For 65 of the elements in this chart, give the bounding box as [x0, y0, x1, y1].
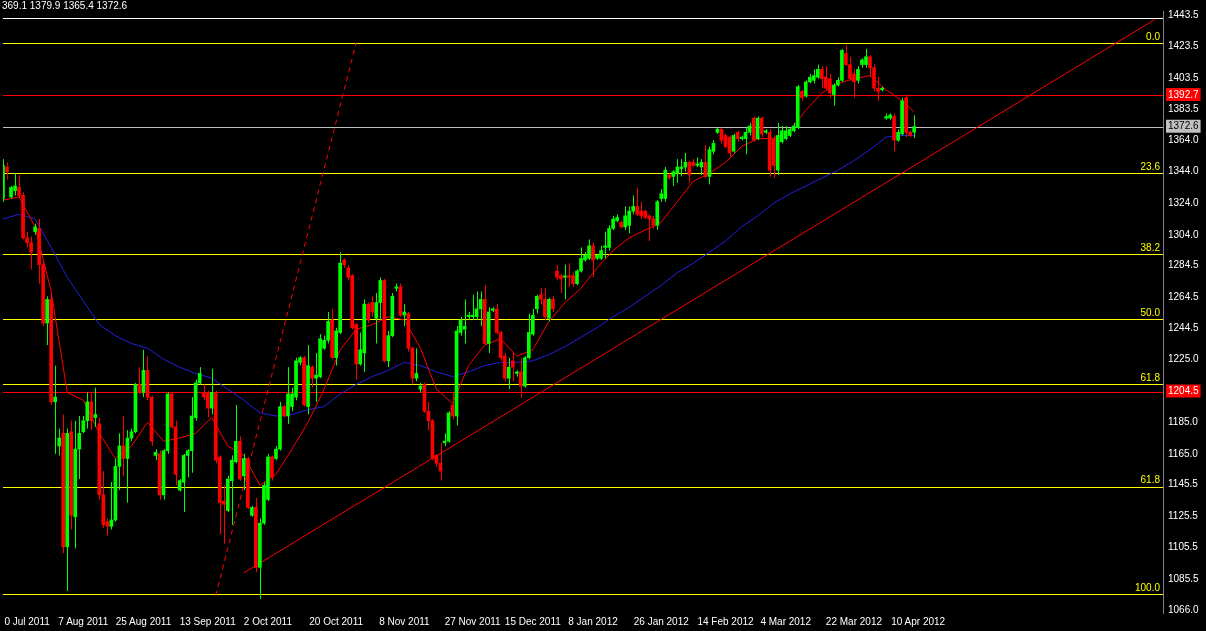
annotation: 100.0: [1134, 582, 1161, 593]
y-tick-label: 1225.0: [1168, 353, 1200, 365]
y-tick-label: 1165.0: [1168, 447, 1199, 459]
y-tick-label: 1443.5: [1168, 8, 1200, 20]
annotation: 61.8: [1140, 474, 1161, 486]
y-tick-label: 1372.6: [1168, 120, 1200, 132]
text: 369.1 1379.9 1365.4 1372.6: [2, 0, 128, 11]
x-tick-label: 22 Mar 2012: [825, 615, 883, 627]
candlestick: [635, 187, 640, 217]
y-tick-label: 1185.0: [1168, 416, 1199, 428]
annotation: 50.0: [1140, 306, 1161, 318]
y-tick-label: 1392.7: [1168, 88, 1200, 100]
x-tick-label: 15 Dec 2011: [504, 615, 562, 627]
annotation: 38.2: [1140, 241, 1161, 253]
y-tick-label: 1304.0: [1168, 228, 1200, 240]
y-tick-label: 1204.5: [1168, 385, 1200, 397]
candlestick: [310, 365, 314, 389]
y-tick-label: 1423.5: [1168, 40, 1200, 52]
y-tick-label: 1284.5: [1168, 259, 1200, 271]
y-tick-label: 1344.0: [1168, 165, 1200, 177]
candlestick: [832, 82, 836, 107]
candlestick: [535, 294, 539, 315]
x-tick-label: 14 Feb 2012: [697, 615, 754, 627]
x-tick-label: 26 Jan 2012: [633, 615, 690, 627]
y-tick-label: 1383.5: [1168, 103, 1200, 115]
y-tick-label: 1264.5: [1168, 290, 1200, 302]
annotation: 0.0: [1146, 31, 1161, 43]
candlestick: [563, 264, 567, 300]
y-tick-label: 1066.0: [1168, 603, 1200, 615]
x-tick-label: 0 Jul 2011: [4, 615, 51, 627]
y-tick-label: 1145.5: [1168, 478, 1199, 490]
annotation: 23.6: [1140, 161, 1161, 173]
candlestick: [506, 357, 511, 390]
x-tick-label: 10 Apr 2012: [891, 615, 946, 627]
y-tick-label: 1364.0: [1168, 133, 1200, 145]
candlestick: [93, 387, 98, 428]
y-tick-label: 1085.5: [1168, 572, 1200, 584]
y-tick-label: 1105.5: [1168, 541, 1199, 553]
candlestick: [591, 242, 595, 278]
x-tick-label: 27 Nov 2011: [444, 615, 502, 627]
annotation: 61.8: [1140, 371, 1161, 383]
candlestick: [510, 352, 515, 382]
y-tick-label: 1403.5: [1168, 71, 1200, 83]
x-tick-label: 25 Aug 2011: [115, 615, 172, 627]
x-tick-label: 20 Oct 2011: [309, 615, 364, 627]
y-tick-label: 1324.0: [1168, 197, 1200, 209]
x-tick-label: 7 Aug 2011: [58, 615, 109, 627]
candlestick: [242, 453, 246, 491]
candlestick: [366, 302, 371, 324]
candlestick: [547, 297, 551, 322]
candlestick: [567, 262, 571, 288]
candlestick: [627, 205, 631, 234]
x-tick-label: 8 Nov 2011: [379, 615, 431, 627]
candlestick: [209, 368, 214, 415]
candlestick: [270, 454, 274, 482]
candlestick: [29, 235, 33, 270]
candlestick: [13, 172, 17, 196]
candlestick: [414, 347, 419, 382]
x-tick-label: 2 Oct 2011: [243, 615, 293, 627]
x-tick-label: 13 Sep 2011: [179, 615, 237, 627]
y-tick-label: 1125.5: [1168, 509, 1199, 521]
y-tick-label: 1244.5: [1168, 322, 1200, 334]
candlestick: [53, 365, 58, 455]
x-tick-label: 8 Jan 2012: [568, 615, 619, 627]
x-tick-label: 4 Mar 2012: [760, 615, 812, 627]
